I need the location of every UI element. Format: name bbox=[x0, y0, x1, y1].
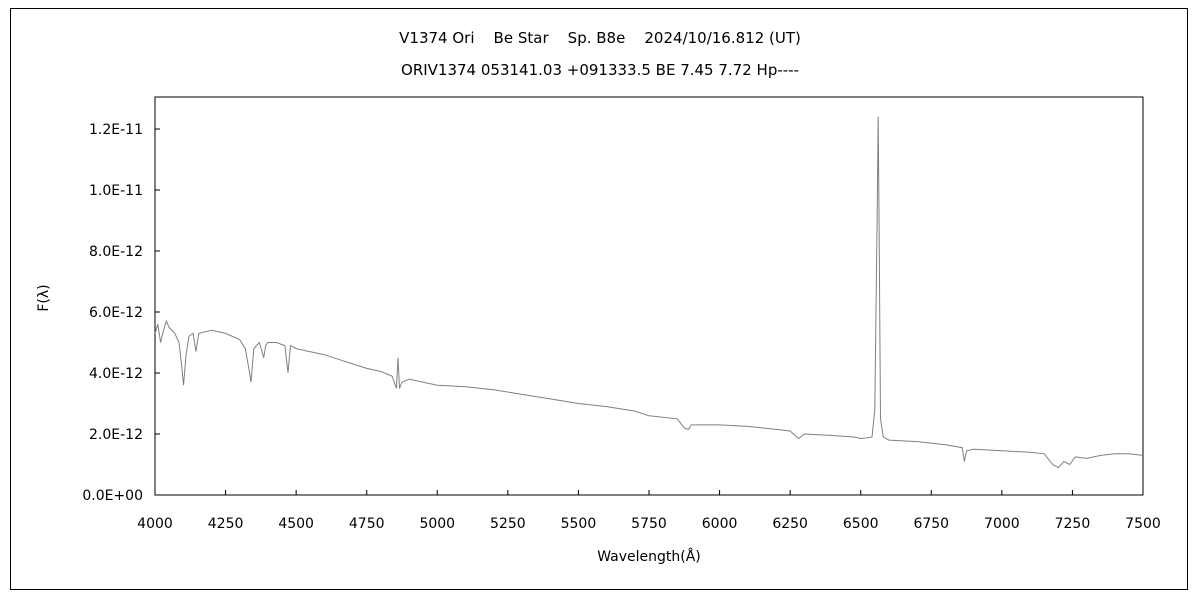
x-tick-label: 4250 bbox=[208, 516, 244, 532]
chart-subtitle: ORIV1374 053141.03 +091333.5 BE 7.45 7.7… bbox=[401, 61, 799, 79]
x-tick-label: 6250 bbox=[772, 516, 808, 532]
x-tick-label: 7000 bbox=[984, 516, 1020, 532]
x-tick-label: 4750 bbox=[349, 516, 385, 532]
x-tick-label: 5500 bbox=[561, 516, 597, 532]
x-tick-label: 6500 bbox=[843, 516, 879, 532]
y-tick-label: 6.0E-12 bbox=[89, 305, 143, 321]
x-tick-label: 6000 bbox=[702, 516, 738, 532]
x-tick-label: 5000 bbox=[419, 516, 455, 532]
chart-title: V1374 Ori Be Star Sp. B8e 2024/10/16.812… bbox=[399, 29, 801, 47]
x-tick-label: 4500 bbox=[278, 516, 314, 532]
x-tick-label: 5750 bbox=[631, 516, 667, 532]
y-tick-label: 0.0E+00 bbox=[82, 488, 143, 504]
x-axis-label: Wavelength(Å) bbox=[597, 548, 701, 565]
chart-frame bbox=[10, 8, 1188, 590]
y-tick-label: 8.0E-12 bbox=[89, 244, 143, 260]
x-tick-label: 7500 bbox=[1125, 516, 1161, 532]
plot-area bbox=[154, 96, 1144, 496]
y-tick-label: 2.0E-12 bbox=[89, 427, 143, 443]
y-tick-label: 1.0E-11 bbox=[89, 183, 143, 199]
x-tick-label: 6750 bbox=[913, 516, 949, 532]
y-tick-label: 4.0E-12 bbox=[89, 366, 143, 382]
x-tick-label: 7250 bbox=[1055, 516, 1091, 532]
x-tick-label: 4000 bbox=[137, 516, 173, 532]
spectrum-line bbox=[154, 116, 1144, 469]
y-tick-label: 1.2E-11 bbox=[89, 122, 143, 138]
x-tick-label: 5250 bbox=[490, 516, 526, 532]
y-axis-label: F(λ) bbox=[36, 284, 52, 311]
